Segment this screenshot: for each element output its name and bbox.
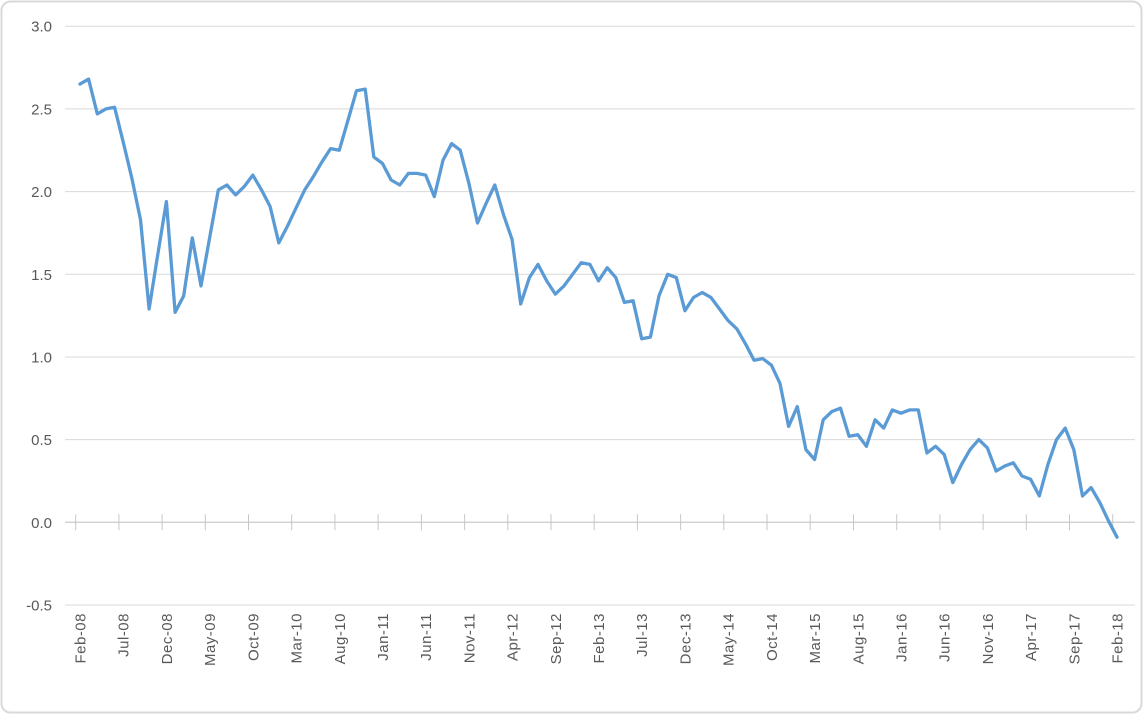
x-axis-tick-label: Oct-09 [245, 613, 262, 661]
x-axis-tick-label: Feb-18 [1110, 613, 1127, 664]
x-axis-tick-label: Feb-08 [73, 613, 90, 664]
x-axis-tick-label: Apr-17 [1023, 613, 1040, 661]
plot-area: 3.0 2.5 2.0 1.5 1.0 0.5 0.0 -0.5 Feb-08 Jul-08 Dec… [26, 19, 1135, 666]
x-axis-tick-label: Aug-15 [850, 613, 867, 664]
y-axis-tick-label: 0.0 [31, 515, 52, 532]
x-axis-tick-label: Jun-11 [418, 613, 435, 661]
y-axis-tick-label: 1.5 [31, 267, 52, 284]
y-axis-tick-label: 0.5 [31, 432, 52, 449]
y-axis-tick-label: 3.0 [31, 19, 52, 36]
x-axis-tick-label: Nov-11 [461, 613, 478, 663]
x-axis-tick-label: Apr-12 [505, 613, 522, 661]
x-axis-tick-label: Jul-08 [116, 613, 133, 657]
y-axis-tick-label: 1.0 [31, 350, 52, 367]
y-axis-tick-label: 2.5 [31, 101, 52, 118]
y-axis-tick-label: 2.0 [31, 184, 52, 201]
x-axis-tick-label: May-14 [721, 613, 738, 666]
y-axis-tick-label: -0.5 [26, 598, 52, 615]
x-axis-tick-label: Mar-15 [807, 613, 824, 664]
x-axis-tick-label: Dec-08 [159, 613, 176, 664]
x-axis-tick-label: Feb-13 [591, 613, 608, 664]
x-axis-tick-label: Jul-13 [634, 613, 651, 657]
x-axis-tick-label: Jan-11 [375, 613, 392, 661]
data-series-line [78, 77, 1119, 539]
x-axis-tick-label: Aug-10 [332, 613, 349, 664]
x-axis-tick-label: Jun-16 [937, 613, 954, 662]
x-axis-tick-label: Dec-13 [677, 613, 694, 664]
x-axis-tick-label: May-09 [202, 613, 219, 666]
x-axis-tick-label: Oct-14 [764, 613, 781, 661]
x-axis-tick-label: Mar-10 [289, 613, 306, 664]
x-axis-tick-label: Sep-17 [1066, 613, 1083, 664]
x-axis-tick-label: Nov-16 [980, 613, 997, 664]
x-axis-tick-label: Sep-12 [548, 613, 565, 664]
x-axis-tick-label: Jan-16 [894, 613, 911, 662]
